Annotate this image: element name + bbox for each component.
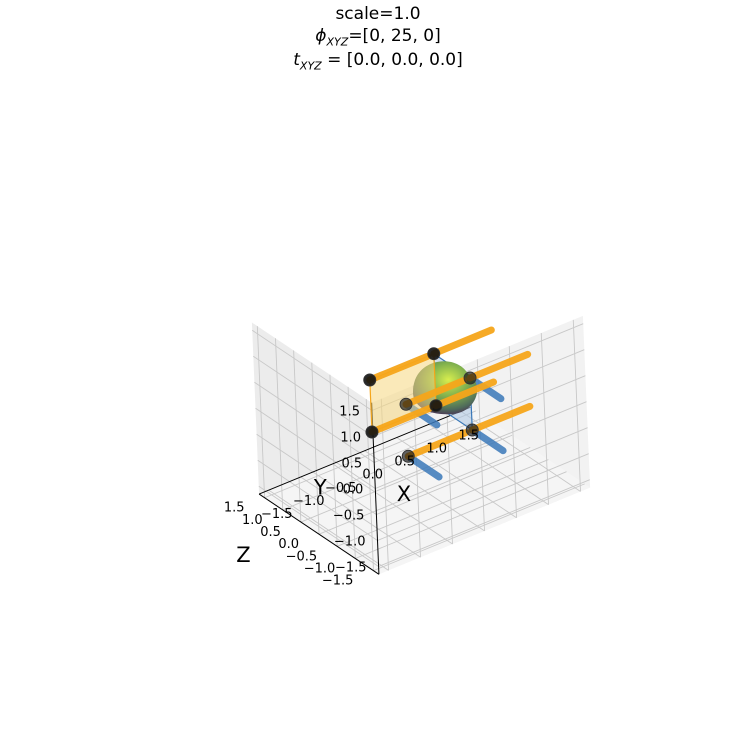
orange-segment (466, 350, 532, 382)
z-tick-label: 1.0 (242, 513, 263, 528)
grid-line-y-back (375, 401, 587, 489)
title-t-value: = [0.0, 0.0, 0.0] (321, 50, 463, 70)
corner-point (363, 373, 377, 387)
grid-line-z-left (256, 326, 266, 498)
title-translation: tXYZ = [0.0, 0.0, 0.0] (0, 50, 756, 72)
z-tick-label: 0.0 (278, 537, 299, 552)
z-tick-label: 0.5 (260, 525, 281, 540)
grid-line-y-back (374, 375, 586, 463)
orange-segment (432, 378, 498, 410)
orange-segment (366, 352, 431, 384)
orange-segment (368, 404, 434, 436)
x-tick-label: 1.5 (458, 428, 479, 443)
corner-point (465, 423, 479, 437)
y-tick-label: −1.0 (334, 534, 366, 549)
y-tick-label: 1.0 (340, 430, 361, 445)
axis-panes (251, 315, 591, 575)
y-axis-label: Y (313, 475, 327, 499)
orange-segment (430, 326, 495, 358)
orange-segment (402, 377, 468, 408)
grid-line-x-back (508, 346, 517, 518)
title-rotation: ϕXYZ=[0, 25, 0] (0, 26, 756, 48)
z-tick-label: −1.0 (304, 561, 336, 576)
corner-point (399, 397, 413, 411)
grid-line-y-left (254, 381, 375, 463)
grid-line-y-left (251, 329, 373, 411)
grid-line-x-back (540, 332, 549, 505)
corner-point (463, 371, 477, 385)
title-phi-value: =[0, 25, 0] (348, 26, 441, 46)
z-tick-label: 1.5 (224, 501, 245, 516)
x-tick-label: −1.0 (293, 494, 325, 509)
x-tick-label: 0.0 (362, 468, 383, 483)
grid-line-z-left (311, 362, 320, 535)
orange-segment (404, 429, 470, 460)
grid-line-z-floor (318, 446, 531, 535)
orange-segment (468, 402, 534, 434)
x-tick-label: −1.5 (261, 507, 293, 522)
z-axis-line (258, 493, 380, 575)
grid-line-z-floor (264, 410, 476, 499)
title-t-subscript: XYZ (299, 59, 322, 73)
z-axis-label: Z (236, 543, 250, 567)
title-phi-subscript: XYZ (326, 35, 349, 49)
grid-line-z-left (275, 338, 284, 510)
corner-point (365, 425, 379, 439)
x-tick-label: 0.5 (394, 455, 415, 470)
corner-point (427, 347, 441, 361)
grid-line-y-left (253, 355, 374, 437)
z-tick-label: −1.5 (322, 574, 354, 589)
scene-objects (363, 326, 534, 481)
y-tick-label: −1.5 (335, 560, 367, 575)
axis-labels: X Y Z (236, 475, 411, 566)
z-tick-label: −0.5 (286, 549, 318, 564)
y-tick-label: 0.0 (343, 482, 364, 497)
title-scale: scale=1.0 (335, 4, 421, 24)
grid-line-z-left (293, 350, 302, 523)
grid-line-y-back (372, 349, 585, 437)
y-tick-label: 0.5 (342, 456, 363, 471)
tick-labels: −1.5−1.5−1.5−1.0−1.0−1.0−0.5−0.5−0.50.00… (224, 404, 479, 588)
title-phi-symbol: ϕ (315, 26, 327, 46)
corner-point (429, 399, 443, 413)
y-tick-label: 1.5 (339, 404, 360, 419)
x-tick-label: 1.0 (426, 441, 447, 456)
grid-line-z-floor (300, 434, 513, 523)
grid-line-x-back (572, 319, 581, 492)
x-axis-label: X (397, 482, 411, 506)
x-tick-label: −0.5 (325, 481, 357, 496)
y-tick-label: −0.5 (333, 508, 365, 523)
title-t-symbol: t (293, 50, 300, 70)
corner-point (401, 449, 415, 463)
